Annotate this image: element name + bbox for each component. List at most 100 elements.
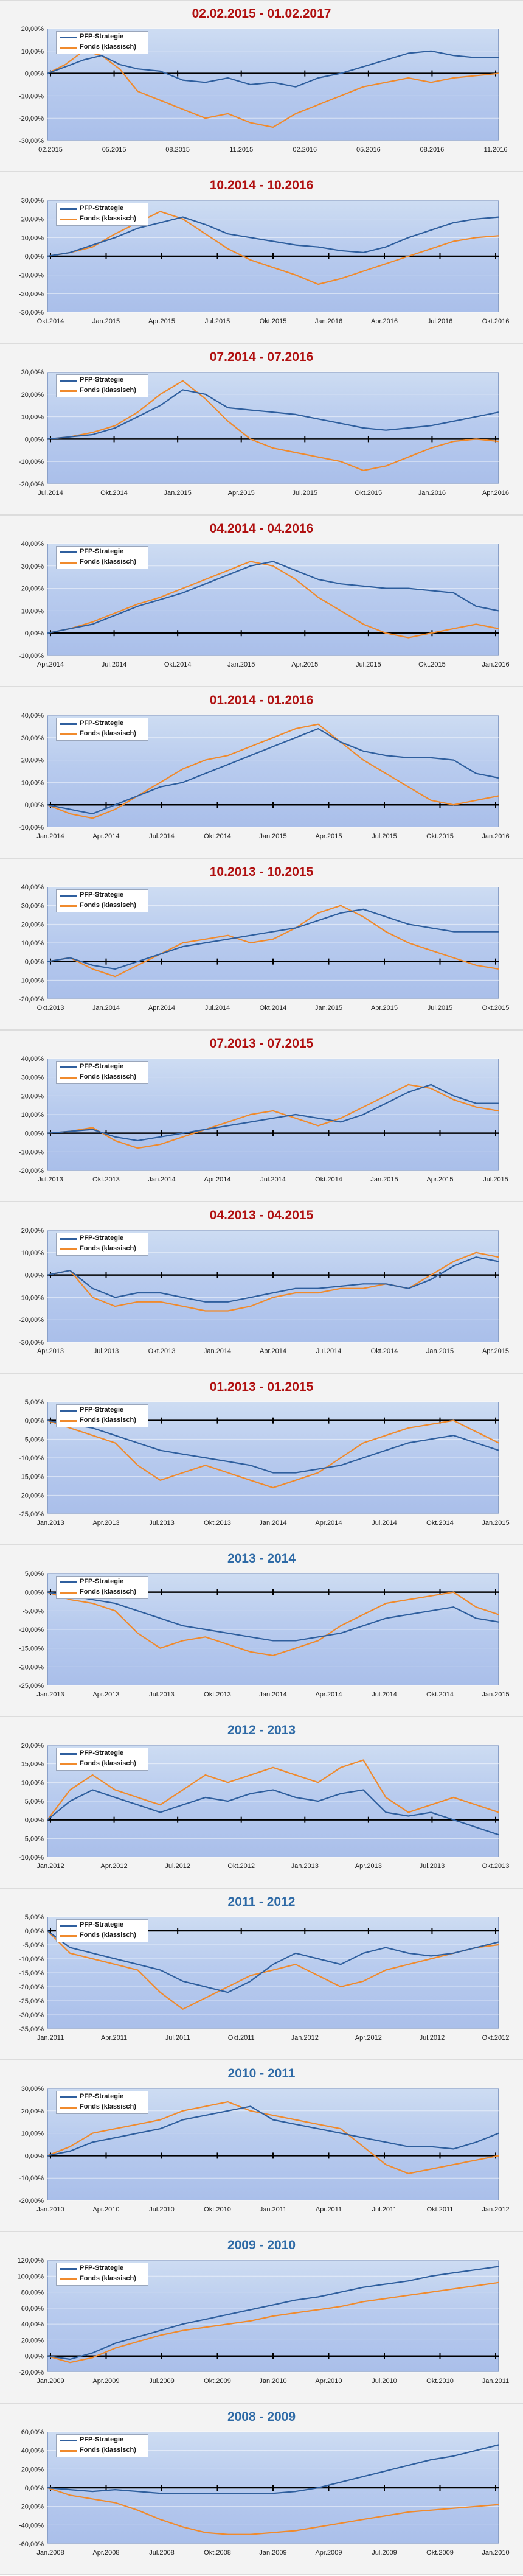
data-point	[362, 1614, 364, 1615]
data-point	[317, 597, 319, 598]
y-tick-label: 0,00%	[25, 802, 44, 809]
data-point	[385, 587, 387, 589]
data-point	[498, 1621, 499, 1623]
x-tick-label: Okt.2014	[371, 1348, 398, 1355]
data-point	[407, 1614, 409, 1615]
data-point	[182, 782, 184, 783]
y-tick-label: 0,00%	[25, 630, 44, 637]
data-point	[92, 621, 94, 623]
data-point	[92, 968, 94, 970]
data-point	[227, 1643, 229, 1645]
data-point	[69, 2489, 71, 2490]
x-tick-label: Jan.2010	[36, 2206, 64, 2213]
data-point	[272, 1110, 274, 1111]
data-point	[272, 2115, 274, 2116]
data-point	[114, 808, 116, 810]
data-point	[92, 1952, 94, 1954]
data-point	[114, 2347, 116, 2349]
data-point	[114, 614, 116, 616]
data-point	[64, 63, 66, 65]
data-point	[362, 750, 364, 752]
legend-label: Fonds (klassisch)	[80, 1416, 136, 1424]
data-point	[114, 1603, 116, 1604]
data-point	[317, 2296, 319, 2298]
data-point	[137, 416, 139, 418]
data-point	[272, 1472, 274, 1474]
data-point	[362, 759, 364, 761]
chart-panel: 01.2013 - 01.2015 -25,00% -20,00% -15,00% -1…	[0, 1373, 523, 1545]
data-point	[407, 77, 409, 79]
y-tick-label: -20,00%	[19, 481, 44, 488]
data-point	[114, 1297, 116, 1298]
y-tick-label: 20,00%	[21, 921, 44, 928]
x-tick-label: 02.2016	[293, 146, 317, 153]
x-tick-label: Jan.2014	[36, 833, 64, 840]
legend-item-fonds-klassisch: Fonds (klassisch)	[57, 1072, 148, 1082]
series-line-pfp-strategie	[47, 1419, 499, 1474]
data-point	[182, 2493, 184, 2494]
data-point	[204, 1457, 206, 1458]
data-point	[250, 755, 251, 757]
legend-swatch	[60, 2450, 77, 2452]
data-point	[498, 2504, 499, 2505]
data-point	[407, 456, 409, 458]
x-tick-label: Okt.2013	[482, 1863, 510, 1870]
y-tick-label: 20,00%	[21, 391, 44, 399]
data-point	[385, 1969, 387, 1971]
x-tick-label: 11.2016	[484, 146, 508, 153]
y-tick-label: 40,00%	[21, 541, 44, 548]
data-point	[227, 2314, 229, 2315]
data-point	[272, 737, 274, 738]
data-point	[452, 1435, 454, 1437]
data-point	[498, 441, 499, 442]
y-tick-label: 30,00%	[21, 197, 44, 205]
data-point	[317, 723, 319, 725]
x-tick-label: Jan.2013	[36, 1519, 64, 1527]
data-point	[272, 561, 274, 562]
x-tick-label: Okt.2014	[260, 1004, 287, 1012]
legend-item-fonds-klassisch: Fonds (klassisch)	[57, 2445, 148, 2455]
legend-swatch	[60, 562, 77, 564]
y-tick-label: 10,00%	[21, 234, 44, 242]
line-chart: -35,00% -30,00% -25,00% -20,00% -15,00% -10,0…	[19, 1914, 509, 2042]
line-chart: -30,00% -20,00% -10,00% 0,00% 10,00% 20,00% 30…	[19, 197, 509, 325]
data-point	[204, 233, 206, 235]
x-tick-label: Okt.2015	[260, 318, 287, 325]
data-point	[47, 256, 48, 257]
data-point	[159, 1617, 161, 1619]
data-point	[114, 425, 116, 427]
data-point	[227, 113, 229, 114]
data-point	[159, 99, 161, 101]
data-point	[452, 1591, 454, 1593]
data-point	[430, 1955, 432, 1957]
data-point	[385, 1617, 387, 1619]
data-point	[295, 86, 296, 88]
data-point	[227, 570, 229, 572]
data-point	[317, 1118, 319, 1119]
y-tick-label: -10,00%	[19, 824, 44, 831]
data-point	[430, 2275, 432, 2277]
data-point	[452, 2272, 454, 2273]
data-point	[137, 1442, 139, 1444]
data-point	[476, 1102, 477, 1104]
data-point	[182, 1453, 184, 1455]
data-point	[69, 1947, 71, 1948]
x-tick-label: Jan.2016	[482, 833, 509, 840]
data-point	[476, 2159, 477, 2161]
legend-item-fonds-klassisch: Fonds (klassisch)	[57, 900, 148, 911]
data-point	[272, 1297, 274, 1298]
y-tick-label: 0,00%	[25, 1130, 44, 1138]
data-point	[204, 1796, 206, 1798]
x-tick-label: Apr.2014	[204, 1176, 230, 1183]
data-point	[250, 1114, 251, 1115]
series-line-fonds-klassisch	[47, 1083, 499, 1149]
data-point	[430, 2146, 432, 2147]
data-point	[159, 2493, 161, 2494]
y-tick-label: 0,00%	[25, 71, 44, 78]
data-point	[476, 1617, 477, 1619]
data-point	[137, 1140, 139, 1141]
chart-legend: PFP-Strategie Fonds (klassisch)	[56, 2091, 148, 2114]
data-point	[452, 1606, 454, 1608]
series-line-fonds-klassisch	[47, 561, 499, 639]
data-point	[498, 1811, 499, 1813]
